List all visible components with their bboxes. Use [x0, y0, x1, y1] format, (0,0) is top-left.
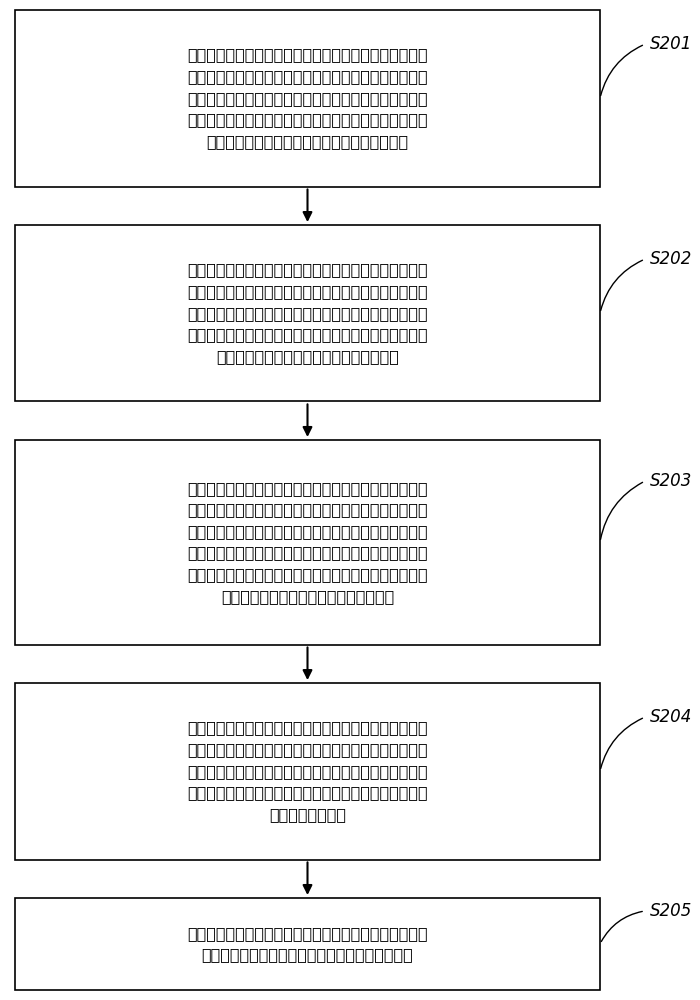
Bar	[15, 898, 600, 990]
Text: 通过调度测量控制线程接收测量算法模块发送的测量准备
消息，根据测量准备消息完成测量准备工作，向测量算法
模块发送测量准备完成消息，以使测量算法模块根据测量
准备: 通过调度测量控制线程接收测量算法模块发送的测量准备 消息，根据测量准备消息完成测…	[187, 48, 428, 149]
Text: S205: S205	[650, 902, 692, 920]
Text: 通过调度数据上传线程向测量算法模块发送测量完成消息
，测量完成消息包括目标上传通知中的测量项标识: 通过调度数据上传线程向测量算法模块发送测量完成消息 ，测量完成消息包括目标上传通…	[187, 926, 428, 962]
Text: S203: S203	[650, 472, 692, 490]
Text: S202: S202	[650, 250, 692, 268]
Text: 通过调度原语解析线程接收测量算法模块发送的测量原语
消息；依次将每个测量原语消息作为目标测量原语消息，
若目标测量原语消息为测量项原语消息，则通过调度原语
解析: 通过调度原语解析线程接收测量算法模块发送的测量原语 消息；依次将每个测量原语消息…	[187, 263, 428, 364]
Text: S204: S204	[650, 708, 692, 726]
Text: 通过调度数据上传线程获取数据缓存线程发布的上传通知
；依次将每个上传通知作为目标上传通知，通过调度数据
上传线程根据目标上传通知中的测量项标识，将目标上传
通知: 通过调度数据上传线程获取数据缓存线程发布的上传通知 ；依次将每个上传通知作为目标…	[187, 721, 428, 822]
Text: 通过调度数据缓存线程获取向其发布的缓存通知；依次将
每个缓存通知作为目标缓存通知，通过调度数据缓存线程
根据目标缓存通知中的测量项标识和测量数据参数，将目
标缓: 通过调度数据缓存线程获取向其发布的缓存通知；依次将 每个缓存通知作为目标缓存通知…	[187, 481, 428, 604]
Text: S201: S201	[650, 35, 692, 53]
Bar	[15, 225, 600, 401]
Bar	[15, 683, 600, 860]
Bar	[15, 10, 600, 187]
Bar	[15, 440, 600, 645]
